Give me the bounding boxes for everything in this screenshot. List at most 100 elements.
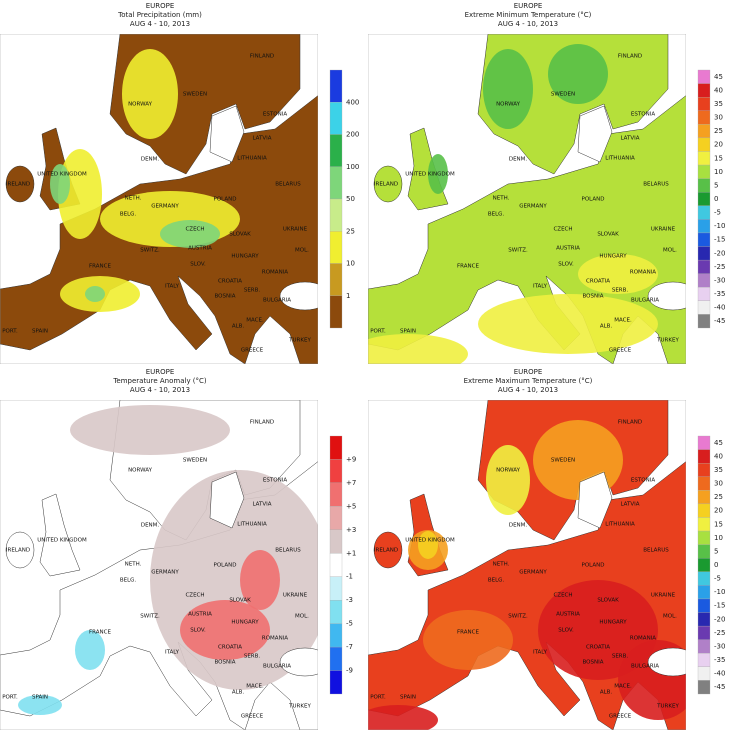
legend-label: -1 [346,573,353,581]
legend-label: -10 [714,588,725,596]
legend-swatch [329,295,343,329]
place-label: NETH. [125,562,142,568]
place-label: ALB. [232,690,245,696]
place-label: SPAIN [400,329,416,335]
legend-label: 35 [714,100,723,108]
map-body: NORWAY SWEDEN FINLAND ESTONIA LATVIA LITHUANI… [0,34,318,364]
map-body: NORWAY SWEDEN FINLAND ESTONIA LATVIA LITHUANI… [368,34,686,364]
place-label: IRELAND [6,548,30,554]
legend-label: 400 [346,98,359,106]
place-label: SWEDEN [183,92,207,98]
place-label: PORT. [2,695,18,701]
legend-label: -15 [714,236,725,244]
place-label: BULGARIA [631,664,659,670]
place-label: LATVIA [620,502,639,508]
place-label: TURKEY [656,704,679,710]
legend-label: -15 [714,602,725,610]
map: NORWAY SWEDEN FINLAND ESTONIA LATVIA LITHUANI… [0,400,318,730]
land-area [5,531,35,569]
legend-swatch [697,259,711,274]
legend-label: -30 [714,276,725,284]
place-label: ITALY [533,284,548,290]
place-label: SLOV. [558,262,574,268]
land-area [373,531,403,569]
legend-label: 10 [714,534,723,542]
place-label: NETH. [125,196,142,202]
legend-label: -20 [714,249,725,257]
legend-swatch [329,553,343,577]
place-label: MOL. [663,248,677,254]
place-label: IRELAND [374,548,398,554]
place-label: ALB. [232,324,245,330]
contour-region [478,294,658,354]
place-label: UKRAINE [283,593,308,599]
legend-swatch [697,178,711,193]
place-label: BOSNIA [215,294,236,300]
place-label: SLOV. [190,262,206,268]
legend-swatch [697,490,711,505]
legend-swatch [697,530,711,545]
legend-swatch [329,576,343,601]
legend-label: 25 [714,493,723,501]
contour-region [578,254,658,294]
contour-region [122,49,178,139]
contour-region [418,531,438,559]
place-label: UKRAINE [283,227,308,233]
legend-label: 30 [714,480,723,488]
place-label: FINLAND [250,420,274,426]
place-label: MACE. [246,318,264,324]
legend-label: +7 [346,479,356,487]
legend-swatch [329,600,343,624]
baltic-sea [577,105,613,163]
place-label: PORT. [370,695,386,701]
place-label: NETH. [493,196,510,202]
place-label: UNITED KINGDOM [37,172,87,178]
legend-label: -9 [346,667,353,675]
legend-swatch [697,476,711,491]
place-label: LITHUANIA [605,522,635,528]
place-label: SLOVAK [597,232,619,238]
legend-label: -35 [714,656,725,664]
contour-region [486,445,530,515]
place-label: DENM. [509,157,528,163]
place-label: FRANCE [457,630,479,636]
place-label: CROATIA [218,645,242,651]
legend-label: +9 [346,455,356,463]
legend-swatch [697,571,711,586]
panel-title: Temperature Anomaly (°C) [112,377,207,385]
legend-label: -25 [714,629,725,637]
place-label: FINLAND [618,420,642,426]
legend-label: 100 [346,163,359,171]
legend-swatch [697,666,711,681]
place-label: BULGARIA [631,298,659,304]
legend-label: -30 [714,642,725,650]
legend-swatch [697,625,711,640]
place-label: FRANCE [89,630,111,636]
place-label: LATVIA [252,502,271,508]
panel-region: EUROPE [146,368,175,376]
place-label: DENM. [141,157,160,163]
legend-label: 200 [346,131,359,139]
contour-region [180,600,270,660]
contour-region [533,420,623,500]
place-label: LATVIA [620,136,639,142]
place-label: CZECH [553,593,572,599]
legend-label: 20 [714,507,723,515]
legend-label: 15 [714,154,723,162]
place-label: UNITED KINGDOM [405,172,455,178]
legend-swatch [697,517,711,532]
place-label: GERMANY [151,204,179,210]
contour-region [75,630,105,670]
place-label: MOL. [663,614,677,620]
legend-swatch [697,287,711,301]
legend-swatch [329,529,343,554]
place-label: SLOVAK [229,598,251,604]
legend-label: -5 [714,575,721,583]
black-sea [647,281,686,311]
legend-swatch [697,151,711,166]
legend-swatch [329,482,343,507]
place-label: TURKEY [656,338,679,344]
place-label: GREECE [609,348,632,354]
place-label: SERB. [612,654,629,660]
